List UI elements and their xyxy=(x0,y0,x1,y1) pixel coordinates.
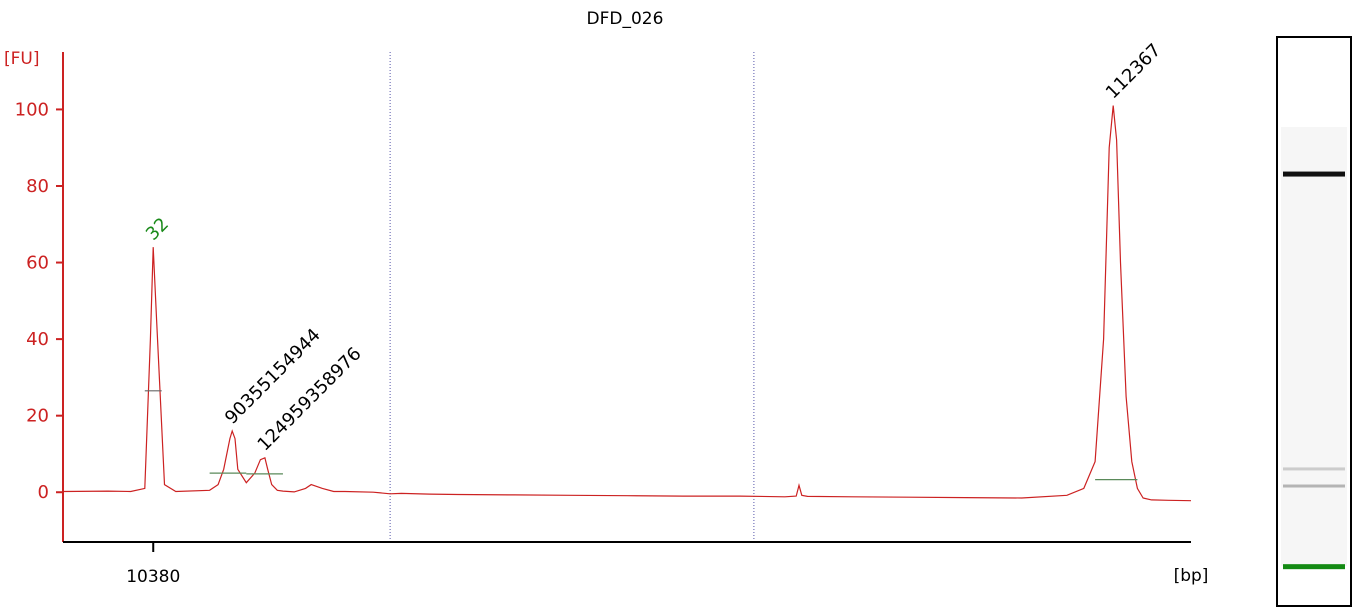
y-axis-label: [FU] xyxy=(4,49,40,69)
y-tick-label-80: 80 xyxy=(26,176,49,197)
gel-lane-background xyxy=(1281,127,1347,566)
peak-label-3: 112367 xyxy=(1102,40,1165,103)
gel-band-1 xyxy=(1283,467,1345,471)
y-tick-label-20: 20 xyxy=(26,406,49,427)
gel-band-0 xyxy=(1283,171,1345,177)
y-tick-label-100: 100 xyxy=(15,99,49,120)
x-tick-label-0: 10380 xyxy=(126,567,180,587)
peak-label-2: 124959358976 xyxy=(254,343,366,455)
gridlines xyxy=(389,52,755,542)
axes: 0 20 40 60 80 100 10380 xyxy=(15,52,1191,587)
series-line-0 xyxy=(62,105,1192,502)
y-tick-label-40: 40 xyxy=(26,329,49,350)
peak-label-0: 32 xyxy=(142,214,173,245)
y-tick-label-60: 60 xyxy=(26,253,49,274)
chart-title: DFD_026 xyxy=(587,9,664,29)
x-axis-label: [bp] xyxy=(1174,566,1209,586)
gel-band-3 xyxy=(1283,564,1345,570)
gel-image xyxy=(1276,36,1352,607)
y-tick-label-0: 0 xyxy=(38,482,49,503)
series-layer xyxy=(62,105,1192,502)
gel-band-2 xyxy=(1283,484,1345,488)
